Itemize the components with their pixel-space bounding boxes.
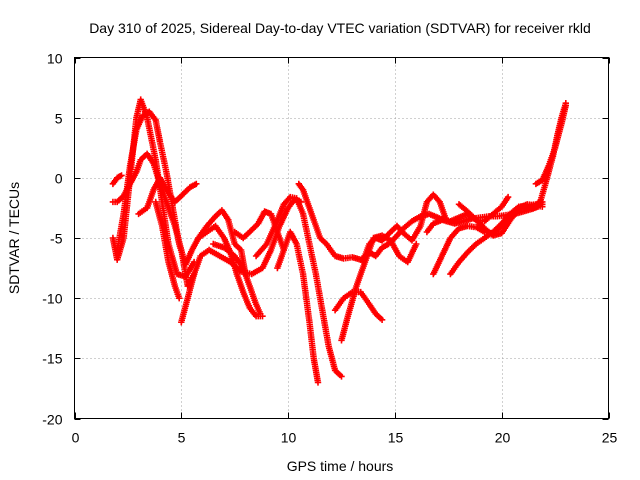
y-tick-label: 0 (55, 171, 63, 187)
series-track-16 (359, 191, 450, 266)
series-track-20 (455, 193, 512, 225)
data-point-markers (152, 198, 183, 302)
data-point-markers (210, 240, 264, 317)
series-track-5 (135, 174, 200, 218)
data-point-markers (109, 172, 125, 188)
data-point-markers (274, 228, 322, 386)
x-tick-label: 5 (178, 430, 186, 446)
x-tick-label: 20 (495, 430, 511, 446)
data-point-markers (359, 191, 450, 266)
data-point-markers (135, 174, 200, 218)
y-tick-label: -20 (42, 412, 62, 428)
x-axis-label: GPS time / hours (287, 458, 394, 474)
grid-lines (74, 57, 609, 419)
axis-ticks: 0 5 10 15 20 25 -20 -15 -10 -5 0 5 10 (42, 51, 617, 446)
series-track-4 (109, 172, 125, 188)
y-tick-label: -10 (42, 291, 62, 307)
series-track-12 (274, 228, 322, 386)
series-track-14 (331, 288, 386, 323)
y-axis-label: SDTVAR / TECUs (6, 182, 22, 294)
y-tick-label: -5 (50, 231, 63, 247)
series-track-6 (152, 198, 183, 302)
chart-title: Day 310 of 2025, Sidereal Day-to-day VTE… (89, 20, 591, 36)
data-point-markers (536, 100, 569, 206)
data-point-markers (331, 288, 386, 323)
x-tick-label: 10 (281, 430, 297, 446)
data-markers (109, 96, 569, 386)
x-tick-label: 15 (388, 430, 404, 446)
x-tick-label: 25 (602, 430, 618, 446)
data-point-markers (252, 193, 345, 380)
x-tick-label: 0 (72, 430, 80, 446)
series-track-19 (447, 201, 546, 278)
data-point-markers (447, 201, 546, 278)
series-track-9 (210, 240, 264, 317)
series-track-22 (536, 100, 569, 206)
data-point-markers (455, 193, 512, 225)
series-track-11 (252, 193, 345, 380)
y-tick-label: 5 (55, 111, 63, 127)
y-tick-label: -15 (42, 351, 62, 367)
y-tick-label: 10 (47, 51, 63, 67)
